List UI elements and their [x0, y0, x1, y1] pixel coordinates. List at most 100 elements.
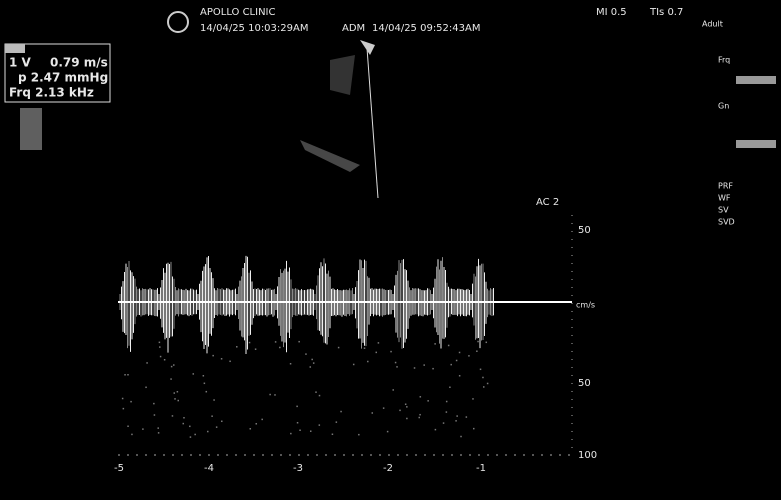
speckle: [204, 383, 206, 385]
speckle: [477, 341, 479, 343]
speckle: [189, 426, 191, 428]
speckle: [376, 352, 378, 354]
panel-bar: [736, 76, 776, 84]
speckle: [456, 360, 458, 362]
speckle: [406, 418, 408, 420]
speckle: [315, 391, 317, 393]
speckle: [364, 347, 366, 349]
speckle: [406, 406, 408, 408]
speckle: [378, 342, 380, 344]
speckle: [146, 362, 148, 364]
speckle: [174, 392, 176, 394]
speckle: [449, 387, 451, 389]
speckle: [414, 367, 416, 369]
speckle: [435, 429, 437, 431]
speckle: [249, 342, 251, 344]
speckle: [448, 345, 450, 347]
speckle: [122, 398, 124, 400]
speckle: [190, 436, 192, 438]
speckle: [338, 347, 340, 349]
speckle: [367, 361, 369, 363]
speckle: [193, 373, 195, 375]
speckle: [130, 401, 132, 403]
speckle: [319, 424, 321, 426]
panel-label: Gn: [718, 102, 729, 111]
speckle: [340, 411, 342, 413]
scale-label: 50: [578, 378, 591, 389]
speckle: [172, 415, 174, 417]
speckle: [305, 353, 307, 355]
speckle: [296, 406, 298, 408]
speckle: [486, 342, 488, 344]
speckle: [480, 369, 482, 371]
speckle: [164, 359, 166, 361]
panel-label: WF: [718, 194, 731, 203]
speckle: [159, 346, 161, 348]
speckle: [194, 434, 196, 436]
datetime: 14/04/25 10:03:29AM: [200, 23, 308, 34]
speckle: [396, 366, 398, 368]
velocity: 0.79 m/s: [50, 56, 108, 70]
speckle: [332, 434, 334, 436]
clinic-name: APOLLO CLINIC: [200, 7, 276, 18]
speckle: [236, 346, 238, 348]
speckle: [383, 407, 385, 409]
scale-unit: cm/s: [576, 301, 595, 310]
speckle: [127, 374, 129, 376]
speckle: [399, 410, 401, 412]
speckle: [142, 428, 144, 430]
speckle: [145, 387, 147, 389]
measure-label: 1 V: [9, 56, 32, 70]
speckle: [174, 398, 176, 400]
mode-label: AC 2: [536, 197, 559, 208]
speckle: [459, 352, 461, 354]
speckle: [153, 403, 155, 405]
speckle: [310, 430, 312, 432]
speckle: [297, 422, 299, 424]
speckle: [456, 415, 458, 417]
user: ADM: [342, 23, 365, 34]
speckle: [353, 364, 355, 366]
speckle: [207, 431, 209, 433]
speckle: [310, 366, 312, 368]
speckle: [274, 394, 276, 396]
speckle: [229, 361, 231, 363]
time-label: -4: [204, 463, 214, 474]
speckle: [173, 364, 175, 366]
speckle: [443, 422, 445, 424]
speckle: [279, 347, 281, 349]
speckle: [123, 408, 125, 410]
speckle: [213, 399, 215, 401]
speckle: [290, 433, 292, 435]
speckle: [427, 400, 429, 402]
speckle: [177, 400, 179, 402]
panel-label: Adult: [702, 20, 723, 29]
time-label: -1: [476, 463, 486, 474]
time-label: -5: [114, 463, 124, 474]
speckle: [216, 426, 218, 428]
speckle: [299, 430, 301, 432]
speckle: [434, 343, 436, 345]
speckle: [418, 417, 420, 419]
speckle: [158, 432, 160, 434]
speckle: [455, 420, 457, 422]
gray-bar: [20, 108, 42, 150]
speckle: [395, 362, 397, 364]
speckle: [203, 375, 205, 377]
speckle: [157, 427, 159, 429]
speckle: [127, 426, 129, 428]
speckle: [419, 414, 421, 416]
box-tab: [5, 44, 25, 53]
speckle: [472, 398, 474, 400]
speckle: [372, 412, 374, 414]
speckle: [170, 378, 172, 380]
pressure: p 2.47 mmHg: [18, 71, 108, 85]
speckle: [392, 389, 394, 391]
speckle: [255, 348, 257, 350]
panel-label: Frq: [718, 56, 730, 65]
speckle: [358, 434, 360, 436]
speckle: [177, 391, 179, 393]
speckle: [423, 364, 425, 366]
speckle: [183, 423, 185, 425]
speckle: [405, 404, 407, 406]
